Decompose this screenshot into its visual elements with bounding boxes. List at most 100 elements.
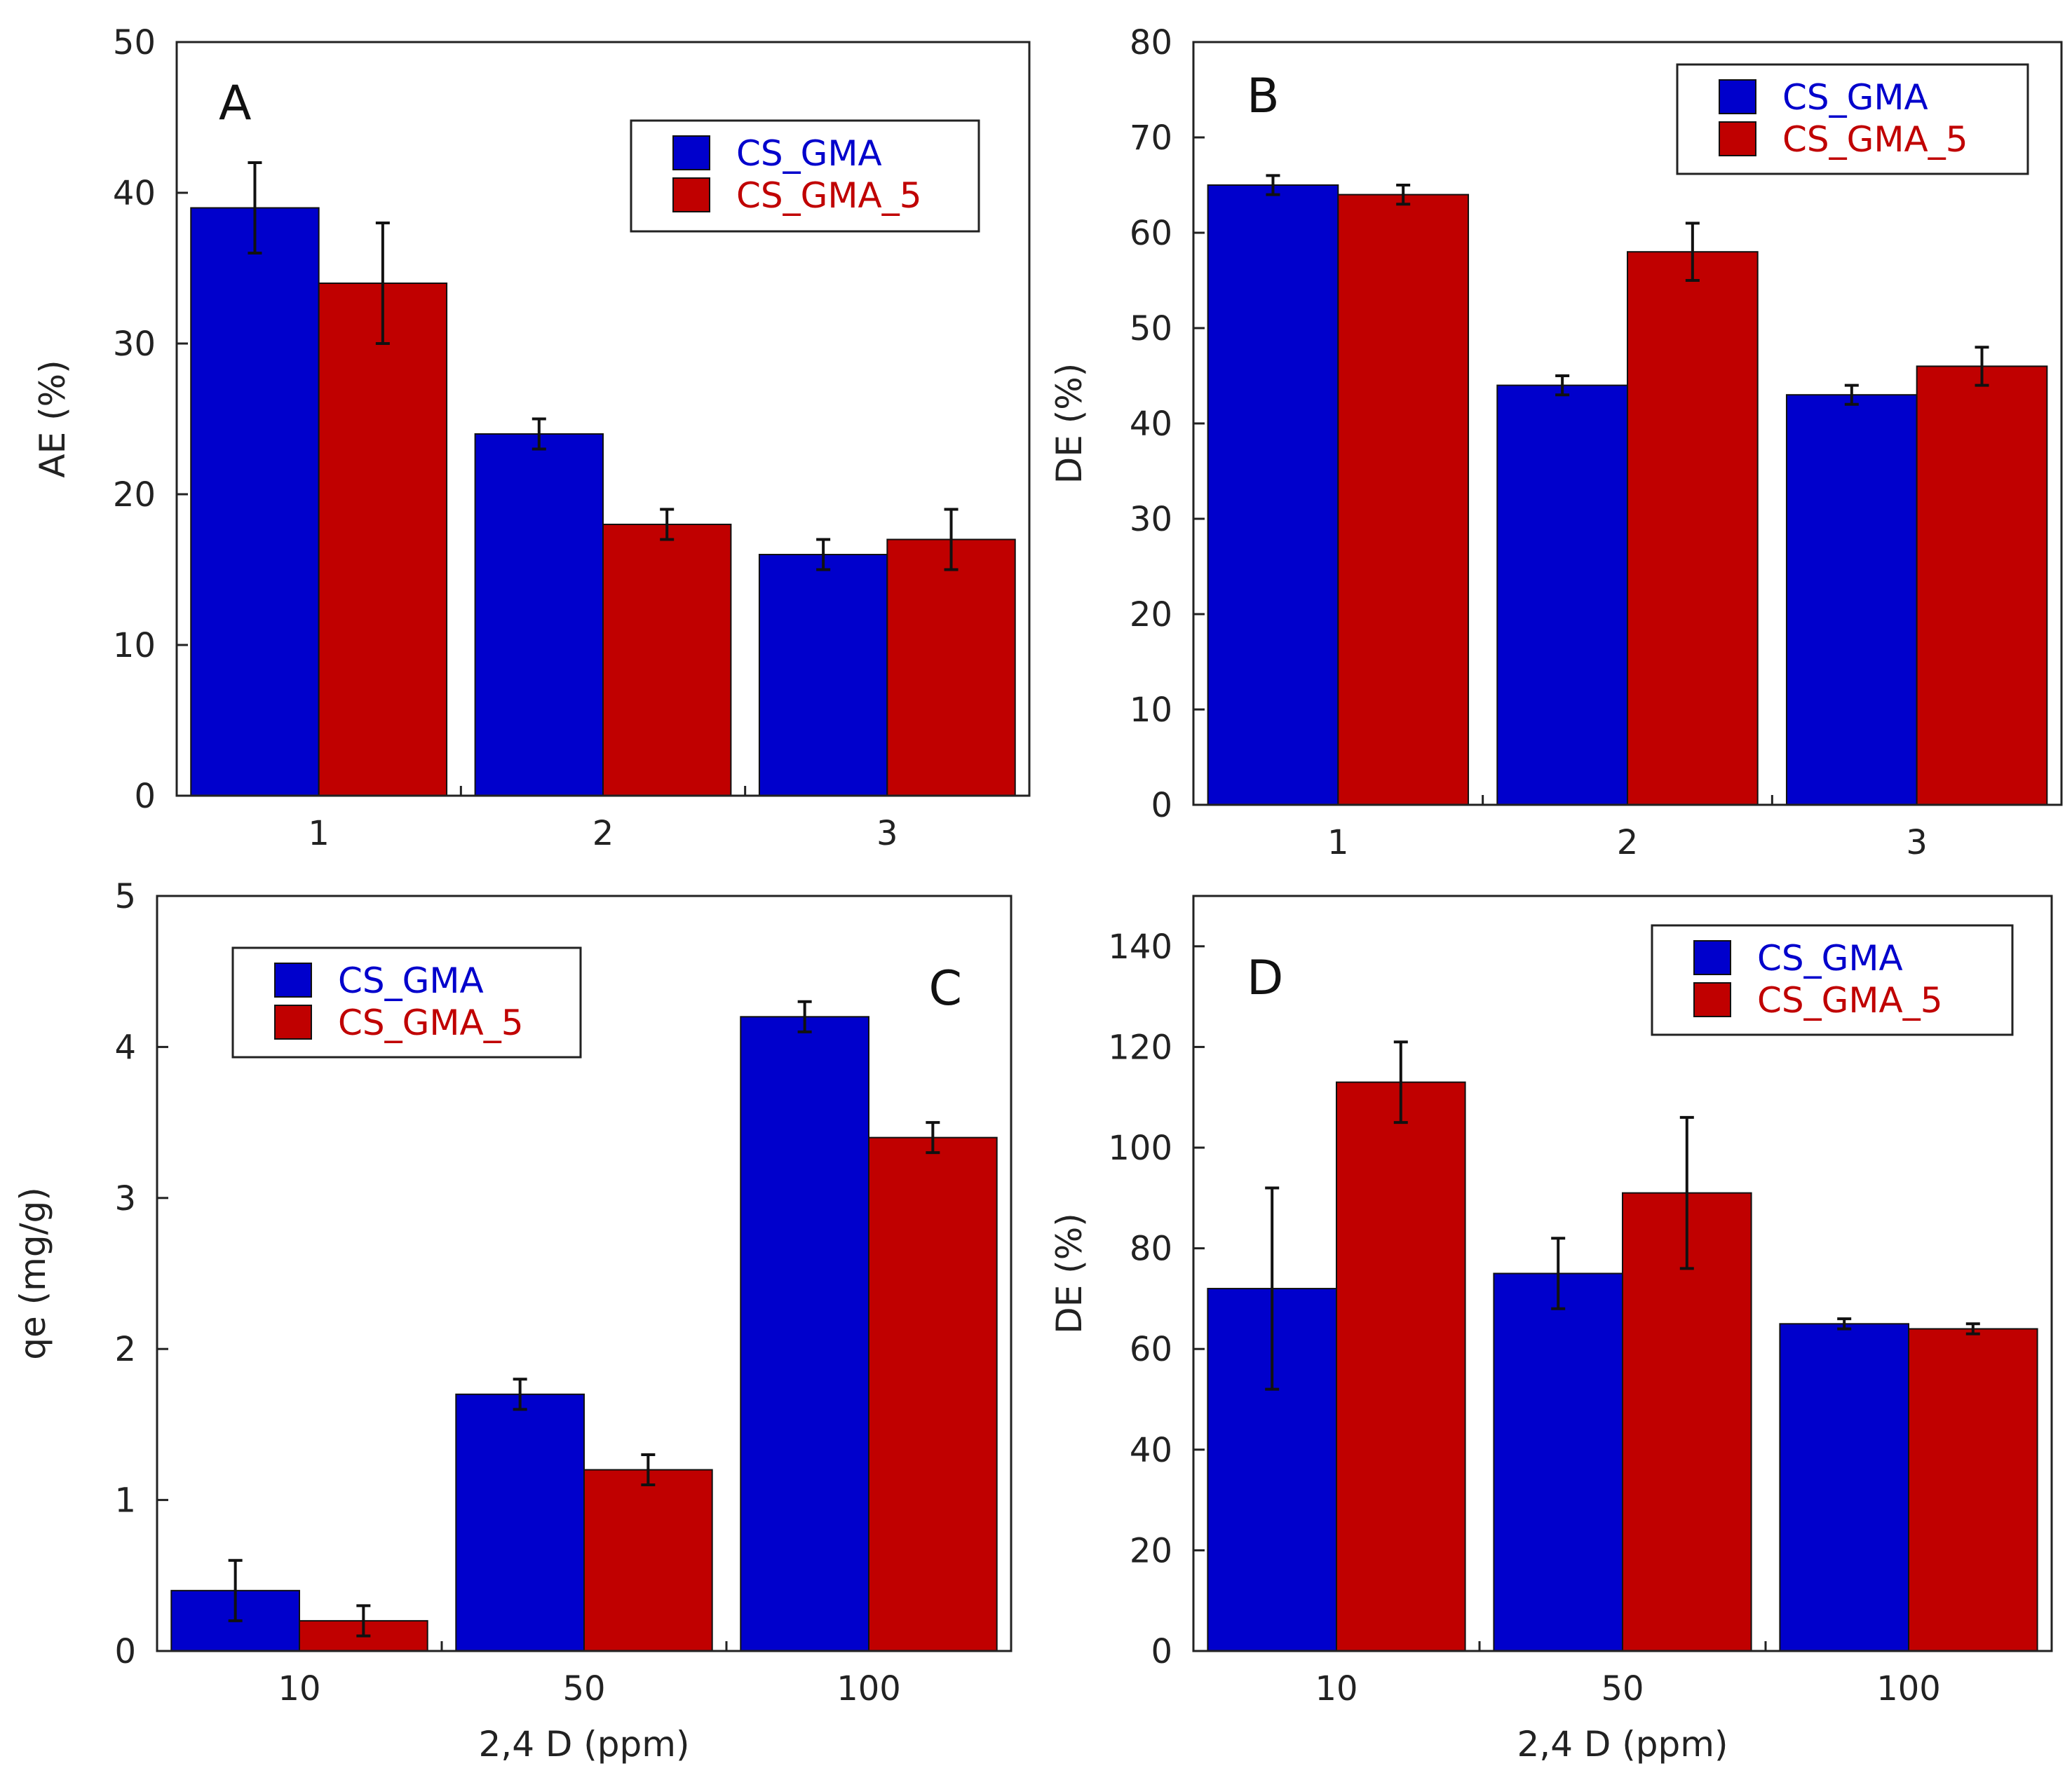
panel-d-legend-label-2: CS_GMA_5: [1757, 980, 1943, 1021]
panel-c-xtick-label-100: 100: [837, 1669, 901, 1708]
panel-b-xtick-label-2: 2: [1617, 823, 1639, 862]
panel-a-frame: [175, 41, 1031, 797]
panel-d-ytick-label-40: 40: [1130, 1431, 1172, 1470]
panel-d-legend-label-1: CS_GMA: [1757, 938, 1903, 979]
panel-b-xtick-label-1: 1: [1327, 823, 1349, 862]
panel-d-bar-cs-gma-5-100: [1908, 1328, 2038, 1652]
panel-b-bar-cs-gma-2: [1496, 384, 1629, 806]
panel-a-xtick-label-1: 1: [308, 814, 330, 853]
panel-d-ytick-label-20: 20: [1130, 1531, 1172, 1570]
panel-a-legend-swatch-2: [672, 177, 710, 212]
panel-d-ytick-label-60: 60: [1130, 1330, 1172, 1369]
panel-a-xtick-label-3: 3: [876, 814, 898, 853]
panel-d-xtick-label-100: 100: [1876, 1669, 1941, 1708]
panel-d-xtick-label-10: 10: [1315, 1669, 1357, 1708]
panel-d-bar-cs-gma-5-10: [1336, 1081, 1466, 1652]
panel-d-legend-swatch-1: [1693, 940, 1731, 975]
panel-d-ytick-label-100: 100: [1108, 1129, 1172, 1168]
panel-b-ytick-label-40: 40: [1130, 405, 1172, 444]
panel-b-legend-label-2: CS_GMA_5: [1782, 119, 1968, 160]
panel-b-panel-label: B: [1247, 69, 1280, 124]
panel-a-error-bar-cs-gma-5-2: [660, 508, 675, 541]
panel-b-ytick-label-70: 70: [1130, 118, 1172, 158]
panel-d-bar-cs-gma-50: [1493, 1272, 1623, 1652]
panel-b-error-bar-cs-gma-5-2: [1685, 222, 1700, 282]
panel-c-legend-swatch-2: [274, 1005, 312, 1040]
panel-a-legend-label-1: CS_GMA: [736, 133, 882, 174]
panel-b-ytick-label-20: 20: [1130, 595, 1172, 634]
panel-d-ytick-label-140: 140: [1108, 928, 1172, 967]
panel-b-legend-swatch-2: [1719, 121, 1756, 156]
panel-c-bar-cs-gma-5-100: [868, 1136, 998, 1652]
panel-a-ytick-label-40: 40: [113, 174, 156, 213]
panel-d-error-bar-cs-gma-10: [1265, 1186, 1280, 1391]
panel-c-legend-label-1: CS_GMA: [338, 960, 484, 1001]
panel-c-bar-cs-gma-5-50: [583, 1469, 713, 1652]
panel-a-bar-cs-gma-3: [758, 554, 888, 796]
panel-a-bar-cs-gma-5-2: [602, 524, 732, 796]
panel-c-error-bar-cs-gma-10: [228, 1558, 243, 1622]
panel-d-ylabel: DE (%): [1049, 1213, 1090, 1334]
panel-d-error-bar-cs-gma-5-100: [1965, 1322, 1980, 1336]
panel-d-ytick-label-120: 120: [1108, 1028, 1172, 1067]
panel-c-error-bar-cs-gma-100: [797, 1000, 812, 1033]
panel-a-bar-cs-gma-5-1: [318, 283, 448, 796]
panel-c-ylabel: qe (mg/g): [13, 1187, 53, 1359]
panel-a-error-bar-cs-gma-5-3: [944, 508, 959, 571]
panel-c-error-bar-cs-gma-5-10: [356, 1604, 371, 1638]
panel-b-error-bar-cs-gma-5-1: [1396, 184, 1411, 206]
panel-c-ytick-label-5: 5: [114, 877, 136, 916]
panel-a-legend-label-2: CS_GMA_5: [736, 175, 922, 216]
panel-c-ytick-label-3: 3: [114, 1179, 136, 1218]
panel-c-legend-swatch-1: [274, 963, 312, 998]
panel-b-bar-cs-gma-1: [1207, 184, 1339, 806]
panel-c-ytick-label-1: 1: [114, 1481, 136, 1521]
panel-c-bar-cs-gma-50: [455, 1393, 585, 1652]
panel-a-error-bar-cs-gma-5-1: [375, 222, 390, 345]
panel-d-ytick-label-0: 0: [1151, 1632, 1172, 1671]
panel-c-ytick-label-4: 4: [114, 1028, 136, 1067]
panel-b-bar-cs-gma-5-2: [1627, 251, 1759, 806]
panel-c-bar-cs-gma-100: [740, 1016, 870, 1652]
panel-b-ytick-label-0: 0: [1151, 786, 1172, 825]
panel-d-error-bar-cs-gma-5-50: [1679, 1115, 1694, 1270]
panel-a-error-bar-cs-gma-3: [816, 538, 831, 571]
panel-a-bar-cs-gma-2: [474, 433, 604, 796]
panel-c-xtick-label-50: 50: [562, 1669, 605, 1708]
panel-c-frame: [156, 895, 1013, 1652]
panel-c-panel-label: C: [929, 961, 962, 1017]
panel-a-ytick-label-30: 30: [113, 325, 156, 364]
panel-b-ytick-label-10: 10: [1130, 691, 1172, 730]
panel-b-error-bar-cs-gma-3: [1844, 383, 1859, 406]
panel-c-ytick-label-0: 0: [114, 1632, 136, 1671]
panel-c-ytick-label-2: 2: [114, 1330, 136, 1369]
panel-b-ylabel: DE (%): [1049, 363, 1090, 484]
panel-a-ytick-label-50: 50: [113, 23, 156, 62]
panel-d-error-bar-cs-gma-50: [1551, 1237, 1566, 1310]
panel-a-ytick-label-20: 20: [113, 475, 156, 515]
panel-b-bar-cs-gma-5-3: [1916, 365, 2048, 806]
panel-b-bar-cs-gma-5-1: [1337, 193, 1470, 806]
panel-c-error-bar-cs-gma-5-100: [926, 1121, 940, 1155]
panel-d-error-bar-cs-gma-5-10: [1393, 1040, 1408, 1124]
panel-d-frame: [1192, 895, 2053, 1652]
panel-b-bar-cs-gma-3: [1785, 394, 1918, 806]
panel-d-legend-swatch-2: [1693, 982, 1731, 1017]
panel-b-error-bar-cs-gma-1: [1266, 174, 1280, 196]
panel-b-ytick-label-50: 50: [1130, 309, 1172, 348]
panel-c-xlabel: 2,4 D (ppm): [478, 1724, 689, 1765]
panel-b-error-bar-cs-gma-5-3: [1975, 346, 1989, 387]
panel-a-error-bar-cs-gma-2: [531, 417, 546, 451]
panel-a-ytick-label-0: 0: [134, 777, 156, 816]
panel-a-legend-swatch-1: [672, 135, 710, 170]
panel-a-panel-label: A: [219, 76, 252, 131]
panel-d-xtick-label-50: 50: [1601, 1669, 1644, 1708]
panel-c-legend-label-2: CS_GMA_5: [338, 1003, 524, 1043]
panel-b-legend-swatch-1: [1719, 79, 1756, 114]
panel-b-ytick-label-60: 60: [1130, 214, 1172, 253]
panel-d-ytick-label-80: 80: [1130, 1230, 1172, 1269]
panel-b-legend-label-1: CS_GMA: [1782, 77, 1928, 118]
panel-d-error-bar-cs-gma-100: [1837, 1317, 1852, 1331]
panel-a-xtick-label-2: 2: [593, 814, 614, 853]
